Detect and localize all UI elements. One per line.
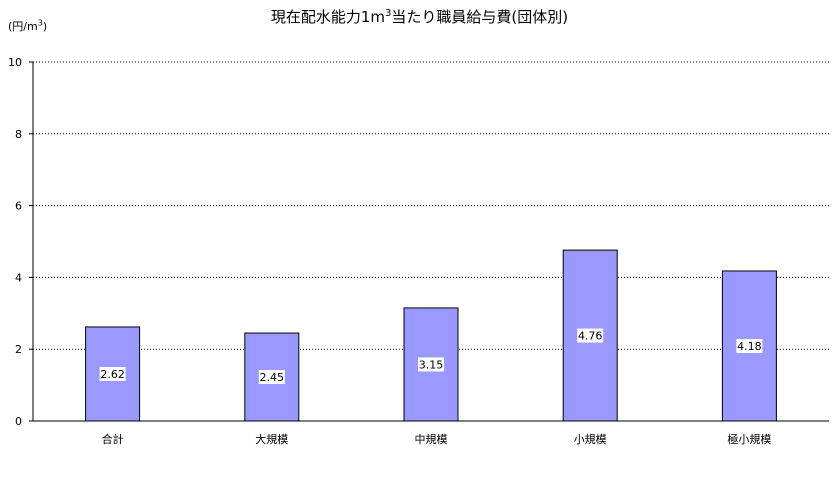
y-tick-label-8: 8	[15, 128, 22, 141]
y-axis-unit-label: (円/m3)	[8, 18, 47, 34]
y-tick-label-2: 2	[15, 343, 22, 356]
data-label-box-3	[577, 328, 604, 343]
y-tick-label-6: 6	[15, 200, 22, 213]
y-axis-unit-superscript: 3	[37, 18, 43, 28]
chart-title-main: 現在配水能力1m	[270, 8, 386, 26]
y-axis-unit-main: (円/m	[8, 20, 38, 33]
x-category-label-0: 合計	[102, 432, 124, 446]
data-label-box-4	[736, 338, 763, 353]
chart-title: 現在配水能力1m3当たり職員給与費(団体別)	[0, 6, 839, 27]
data-label-3: 4.76	[578, 330, 603, 343]
data-label-box-2	[418, 357, 444, 372]
data-label-1: 2.45	[260, 371, 285, 384]
data-label-2: 3.15	[419, 358, 444, 371]
y-tick-label-4: 4	[15, 271, 22, 284]
x-category-label-2: 中規模	[415, 432, 448, 446]
x-category-label-3: 小規模	[574, 432, 607, 446]
chart-title-rest: 当たり職員給与費(団体別)	[391, 8, 569, 26]
data-label-box-0	[99, 366, 126, 381]
data-label-4: 4.18	[737, 340, 762, 353]
data-label-box-1	[258, 370, 285, 385]
x-category-label-4: 極小規模	[727, 432, 771, 446]
data-label-0: 2.62	[100, 368, 125, 381]
y-tick-label-10: 10	[8, 56, 22, 69]
chart-title-superscript: 3	[385, 8, 392, 19]
y-tick-label-0: 0	[15, 415, 22, 428]
y-axis-unit-close: )	[42, 20, 48, 33]
x-category-label-1: 大規模	[255, 432, 288, 446]
